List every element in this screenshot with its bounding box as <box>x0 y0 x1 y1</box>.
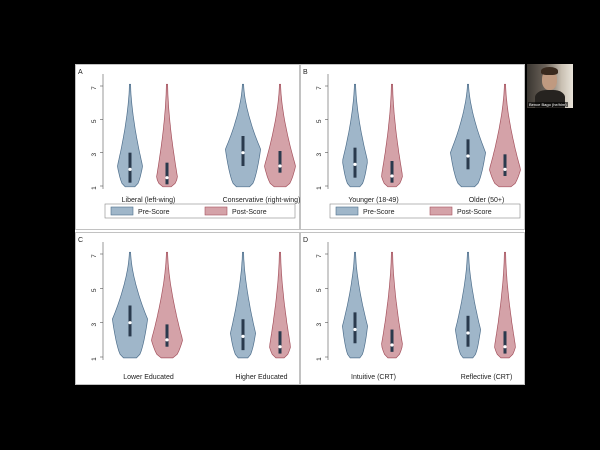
webcam-name-tag: Bence Bago (he/him) <box>528 102 568 107</box>
violin-post <box>156 83 178 188</box>
median-post <box>503 167 507 171</box>
box-pre <box>353 147 357 178</box>
median-post <box>390 174 394 178</box>
box-post <box>390 161 394 183</box>
legend-label-pre: Pre-Score <box>138 209 170 216</box>
panel-frame <box>300 64 525 230</box>
presentation-slide: A 1 3 5 7 Liberal (left-wing) Conservative (ri… <box>75 64 525 385</box>
median-post <box>278 345 282 349</box>
box-pre <box>466 315 470 347</box>
violin-pre <box>230 251 256 359</box>
violin-post <box>151 251 183 359</box>
box-post <box>390 329 394 352</box>
median-pre <box>241 334 245 338</box>
violin-post <box>269 251 291 359</box>
webcam-thumbnail[interactable]: Bence Bago (he/him) <box>527 64 573 108</box>
violin-pre <box>450 83 486 188</box>
legend-label-post: Post-Score <box>457 209 492 216</box>
legend-swatch-pre <box>335 206 359 216</box>
violin-pre <box>225 83 261 188</box>
panel-letter: A <box>78 69 83 76</box>
y-tick-label: 7 <box>316 86 323 90</box>
median-post <box>503 345 507 349</box>
panel-frame <box>75 232 300 385</box>
violin-post <box>489 83 521 188</box>
box-pre <box>241 136 245 166</box>
group-label: Younger (18-49) <box>348 197 398 204</box>
y-tick-label: 7 <box>91 254 98 258</box>
median-post <box>165 338 169 342</box>
panel-letter: C <box>78 237 83 244</box>
group-label: Liberal (left-wing) <box>122 197 176 204</box>
panel-letter: D <box>303 237 308 244</box>
median-pre <box>353 162 357 166</box>
y-tick-label: 7 <box>91 86 98 90</box>
y-tick-label: 3 <box>91 152 98 156</box>
y-tick-label: 3 <box>91 322 98 326</box>
box-post <box>503 154 507 176</box>
box-pre <box>128 152 132 183</box>
y-tick-label: 1 <box>316 186 323 190</box>
legend-box <box>329 203 521 219</box>
median-pre <box>353 327 357 332</box>
box-pre <box>128 305 132 337</box>
box-pre <box>466 139 470 170</box>
panel-frame <box>75 64 300 230</box>
median-pre <box>466 154 470 158</box>
median-pre <box>466 331 470 335</box>
presenter-face <box>542 70 557 90</box>
y-tick-label: 5 <box>316 119 323 123</box>
median-pre <box>241 151 245 155</box>
median-post <box>278 164 282 168</box>
violin-pre <box>342 83 368 188</box>
median-post <box>165 176 169 180</box>
y-tick-label: 1 <box>316 357 323 361</box>
legend-swatch-post <box>204 206 228 216</box>
box-pre <box>241 319 245 351</box>
legend-label-post: Post-Score <box>232 209 267 216</box>
box-post <box>278 151 282 173</box>
y-tick-label: 1 <box>91 186 98 190</box>
y-tick-label: 3 <box>316 152 323 156</box>
box-post <box>503 331 507 354</box>
panel-letter: B <box>303 69 308 76</box>
group-label: Reflective (CRT) <box>461 374 513 381</box>
legend-swatch-post <box>429 206 453 216</box>
median-post <box>390 343 394 347</box>
violin-post <box>381 83 403 188</box>
median-pre <box>128 321 132 325</box>
group-label: Intuitive (CRT) <box>351 374 396 381</box>
median-pre <box>128 167 132 171</box>
violin-post <box>494 251 516 359</box>
box-post <box>165 162 169 185</box>
violin-pre <box>117 83 143 188</box>
group-label: Conservative (right-wing) <box>223 197 301 204</box>
violin-pre <box>112 251 148 359</box>
box-post <box>278 331 282 354</box>
y-tick-label: 5 <box>316 288 323 292</box>
violin-pre <box>455 251 481 359</box>
violin-figure: A 1 3 5 7 Liberal (left-wing) Conservative (ri… <box>75 64 525 385</box>
violin-post <box>381 251 403 359</box>
y-tick-label: 5 <box>91 288 98 292</box>
legend-label-pre: Pre-Score <box>363 209 395 216</box>
group-label: Higher Educated <box>235 374 287 381</box>
y-tick-label: 1 <box>91 357 98 361</box>
legend-swatch-pre <box>110 206 134 216</box>
y-tick-label: 3 <box>316 322 323 326</box>
legend-box <box>104 203 296 219</box>
violin-pre <box>342 251 368 359</box>
group-label: Lower Educated <box>123 374 174 381</box>
y-tick-label: 5 <box>91 119 98 123</box>
panel-frame <box>300 232 525 385</box>
presenter-hair <box>541 67 558 75</box>
box-pre <box>353 312 357 344</box>
y-tick-label: 7 <box>316 254 323 258</box>
box-post <box>165 324 169 347</box>
group-label: Older (50+) <box>469 197 505 204</box>
violin-post <box>264 83 296 188</box>
